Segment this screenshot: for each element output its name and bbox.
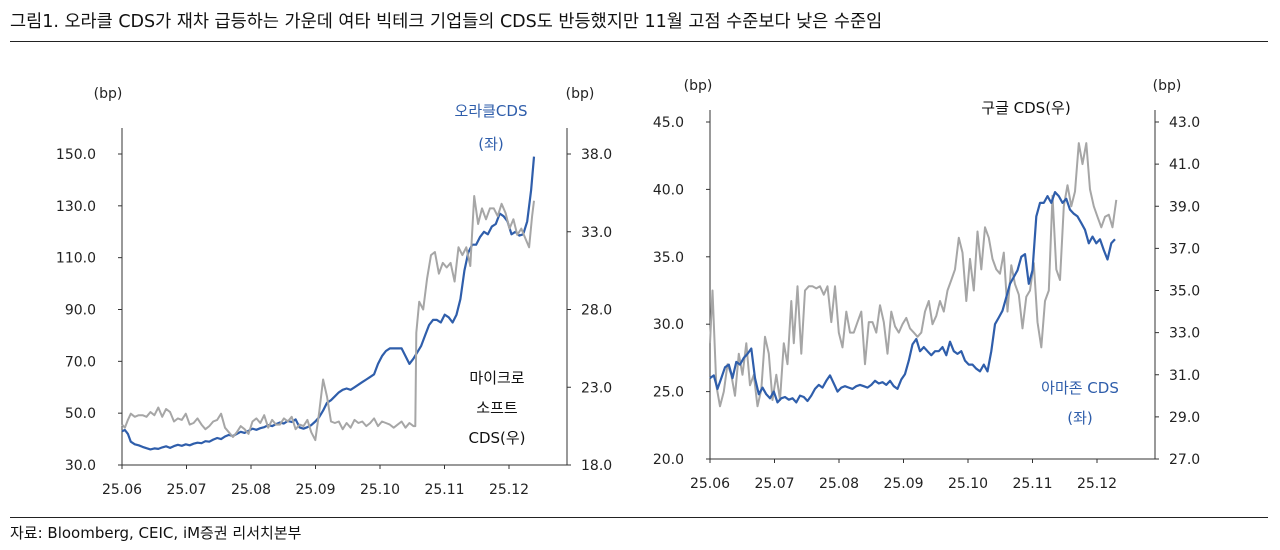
left-chart-x-tick-label: 25.09 [295, 482, 335, 498]
right-chart-x-tick-label: 25.07 [754, 476, 794, 492]
left-chart-series-label: 오라클CDS [455, 102, 528, 120]
chart-google-amazon: (bp) (bp) 45.0 40.0 35.0 30.0 25.0 20.0 43.0 41.0… [653, 78, 1200, 492]
right-chart-right-tick-label: 41.0 [1169, 157, 1200, 173]
left-chart-left-tick-label: 110.0 [56, 251, 96, 267]
left-chart-left-tick-label: 50.0 [65, 406, 96, 422]
left-chart-x-tick-label: 25.08 [231, 482, 271, 498]
left-chart-left-unit: (bp) [94, 86, 123, 102]
right-chart-left-tick-label: 30.0 [653, 317, 684, 333]
right-chart-left-tick-label: 45.0 [653, 115, 684, 131]
title-rule [10, 41, 1268, 42]
footer-rule [10, 517, 1268, 518]
right-chart-right-tick-label: 37.0 [1169, 241, 1200, 257]
right-chart-left-tick-label: 20.0 [653, 452, 684, 468]
figure-title: 그림1. 오라클 CDS가 재차 급등하는 가운데 여타 빅테크 기업들의 CD… [10, 12, 883, 32]
left-chart-x-tick-label: 25.07 [166, 482, 206, 498]
right-chart-left-unit: (bp) [684, 78, 713, 94]
left-chart-series-line-right-axis [121, 195, 535, 442]
right-chart-right-tick-label: 39.0 [1169, 199, 1200, 215]
right-chart-x-tick-label: 25.09 [883, 476, 923, 492]
left-chart-right-tick-label: 33.0 [581, 225, 612, 241]
left-chart-series-label: 소프트 [476, 399, 518, 417]
left-chart-right-tick-label: 23.0 [581, 380, 612, 396]
left-chart-right-tick-label: 18.0 [581, 458, 612, 474]
right-chart-right-tick-label: 29.0 [1169, 410, 1200, 426]
left-chart-x-tick-label: 25.12 [489, 482, 529, 498]
right-chart-right-tick-label: 33.0 [1169, 326, 1200, 342]
right-chart-right-tick-label: 31.0 [1169, 368, 1200, 384]
right-chart-series-line-left-axis [709, 191, 1116, 404]
right-chart-x-tick-label: 25.08 [819, 476, 859, 492]
right-chart-x-tick-label: 25.10 [948, 476, 988, 492]
left-chart-left-tick-label: 90.0 [65, 303, 96, 319]
right-chart-right-tick-label: 35.0 [1169, 284, 1200, 300]
right-chart-x-tick-label: 25.12 [1077, 476, 1117, 492]
left-chart-series-label: 마이크로 [469, 369, 524, 387]
left-chart-left-tick-label: 30.0 [65, 458, 96, 474]
right-chart-series-label: (좌) [1067, 409, 1093, 427]
left-chart-left-tick-label: 70.0 [65, 354, 96, 370]
left-chart-left-tick-label: 130.0 [56, 199, 96, 215]
right-chart-x-tick-label: 25.11 [1012, 476, 1052, 492]
right-chart-series-label: 구글 CDS(우) [981, 99, 1070, 117]
right-chart-right-unit: (bp) [1153, 78, 1182, 94]
chart-oracle-msft: (bp) (bp) 150.0 130.0 110.0 90.0 70.0 50.0 30.0 3… [56, 86, 612, 498]
right-chart-left-tick-label: 40.0 [653, 182, 684, 198]
left-chart-x-tick-label: 25.10 [360, 482, 400, 498]
left-chart-left-tick-label: 150.0 [56, 147, 96, 163]
right-chart-right-tick-label: 27.0 [1169, 452, 1200, 468]
left-chart-series-label: (좌) [478, 135, 504, 153]
left-chart-right-tick-label: 28.0 [581, 303, 612, 319]
left-chart-right-tick-label: 38.0 [581, 147, 612, 163]
left-chart-x-tick-label: 25.11 [424, 482, 464, 498]
left-chart-series-label: CDS(우) [468, 429, 525, 447]
left-chart-x-tick-label: 25.06 [102, 482, 142, 498]
right-chart-right-tick-label: 43.0 [1169, 115, 1200, 131]
right-chart-series-label: 아마존 CDS [1041, 379, 1119, 397]
right-chart-series-line-right-axis [709, 142, 1118, 408]
right-chart-left-tick-label: 25.0 [653, 385, 684, 401]
left-chart-right-unit: (bp) [566, 86, 595, 102]
right-chart-left-tick-label: 35.0 [653, 250, 684, 266]
right-chart-x-tick-label: 25.06 [690, 476, 730, 492]
source-note: 자료: Bloomberg, CEIC, iM증권 리서치본부 [10, 524, 302, 542]
